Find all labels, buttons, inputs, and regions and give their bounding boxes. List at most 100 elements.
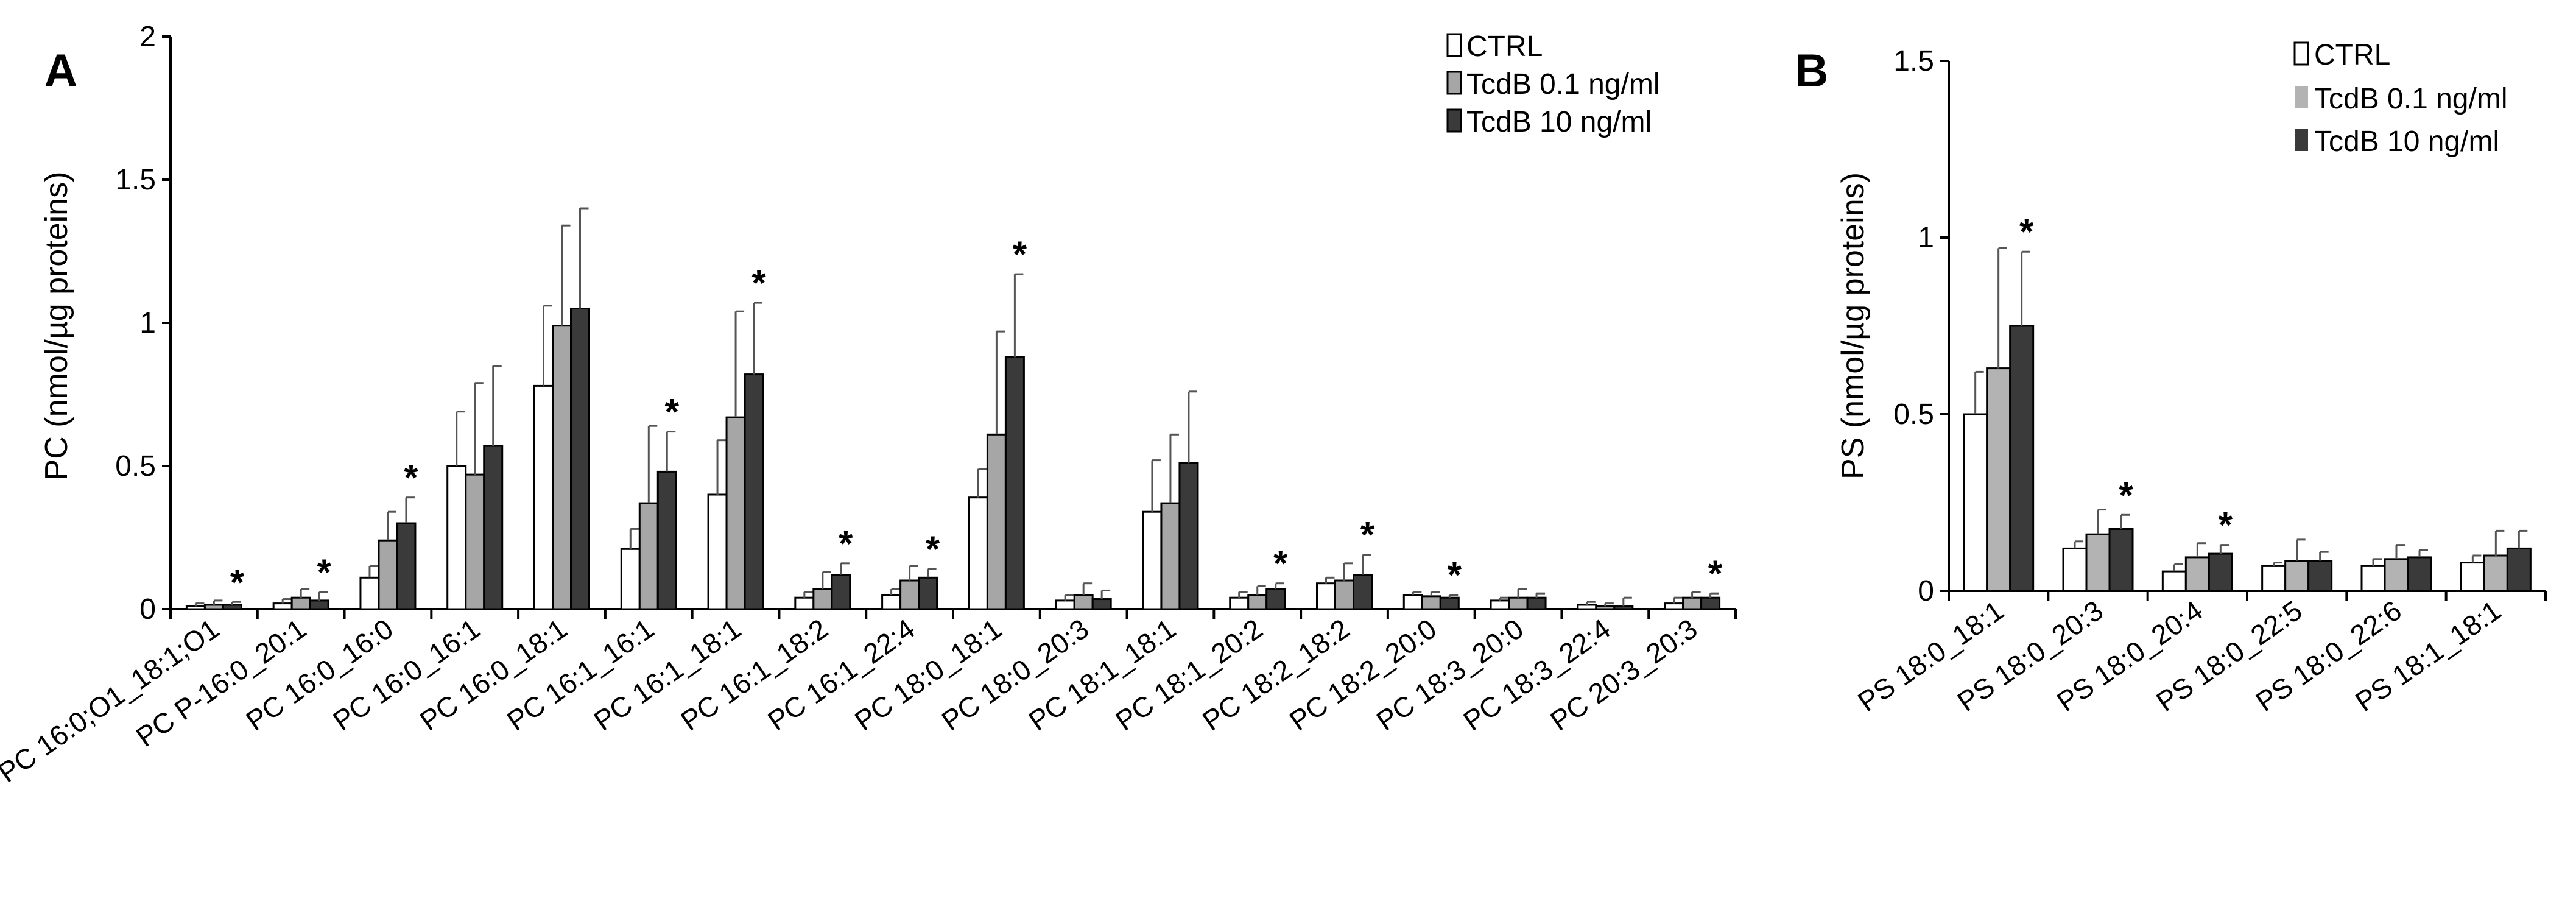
b-bar-ctrl	[2161, 570, 2187, 592]
a-category-label: PC 18:3_20:0	[1371, 613, 1529, 737]
b-bar-tcdb-low	[1986, 367, 2011, 592]
b-y-tick-label: 0	[1918, 575, 1934, 607]
legend-label-tcdb-low: TcdB 0.1 ng/ml	[1466, 68, 1659, 101]
a-bar-ctrl	[1402, 594, 1423, 610]
a-bar-tcdb-low	[812, 588, 833, 610]
b-y-tick-label: 1.5	[1893, 45, 1934, 77]
a-bar-tcdb-high	[396, 522, 417, 610]
a-bar-ctrl	[968, 496, 988, 610]
a-significance-star: *	[1360, 515, 1375, 556]
a-category-label: PC 16:1_22:4	[762, 613, 920, 737]
a-bar-tcdb-high	[1265, 588, 1286, 610]
b-y-tick-label: 1	[1918, 222, 1934, 254]
a-bar-tcdb-high	[831, 574, 851, 610]
a-category-label: PC 18:0_18:1	[849, 613, 1007, 737]
a-category-label: PC 16:1_16:1	[501, 613, 660, 737]
a-category-label: PC 18:2_18:2	[1197, 613, 1355, 737]
legend-swatch-ctrl	[2293, 41, 2309, 66]
b-y-tick-label: 0.5	[1893, 398, 1934, 431]
a-bar-tcdb-high	[1353, 574, 1373, 610]
a-y-tick-label: 1.5	[115, 164, 156, 196]
a-bar-tcdb-high	[1700, 596, 1721, 610]
a-significance-star: *	[230, 562, 245, 602]
legend-swatch-ctrl	[1446, 33, 1462, 57]
a-significance-star: *	[665, 392, 680, 432]
a-bar-tcdb-high	[483, 445, 504, 610]
b-bar-tcdb-low	[2384, 558, 2409, 592]
panel-b-letter: B	[1795, 45, 1829, 97]
a-bar-tcdb-low	[1421, 595, 1441, 610]
legend-swatch-tcdb-high	[1446, 108, 1462, 133]
a-bar-ctrl	[1316, 582, 1336, 610]
a-category-label: PC 16:0_16:0	[240, 613, 398, 737]
panel-b-y-axis-label: PS (nmol/µg proteins)	[1835, 172, 1871, 479]
b-bar-tcdb-high	[2208, 552, 2233, 592]
b-bar-tcdb-high	[2307, 560, 2333, 592]
panel-a-y-axis-label: PC (nmol/µg proteins)	[39, 172, 74, 481]
b-significance-star: *	[2219, 505, 2233, 546]
a-category-label: PC 16:0_16:1	[327, 613, 485, 737]
b-bar-tcdb-low	[2085, 533, 2111, 592]
a-bar-ctrl	[1577, 604, 1597, 610]
a-bar-tcdb-low	[638, 502, 659, 610]
legend-label-ctrl: CTRL	[1466, 30, 1543, 63]
panel-a-letter: A	[44, 45, 78, 97]
a-y-tick-label: 2	[139, 21, 156, 53]
a-bar-tcdb-low	[290, 596, 311, 610]
b-significance-star: *	[2119, 475, 2133, 515]
a-bar-ctrl	[359, 576, 380, 610]
a-category-label: PC 16:1_18:2	[675, 613, 833, 737]
a-significance-star: *	[751, 263, 766, 303]
a-bar-tcdb-low	[1247, 594, 1268, 610]
a-category-label: PC 20:3_20:3	[1544, 613, 1703, 737]
a-bar-tcdb-high	[1439, 596, 1460, 610]
legend-label-tcdb-high: TcdB 10 ng/ml	[1466, 106, 1652, 138]
a-bar-tcdb-high	[1004, 356, 1025, 610]
a-category-label: PC 18:0_20:3	[936, 613, 1094, 737]
panel-a-chart: A PC (nmol/µg proteins) 0 0.5 1 1.5 2 PC 16:0…	[0, 21, 1737, 789]
a-category-label: PC 18:1_18:1	[1022, 613, 1181, 737]
a-significance-star: *	[926, 529, 940, 570]
a-significance-star: *	[404, 457, 418, 498]
a-bar-tcdb-high	[744, 373, 764, 610]
a-bar-tcdb-high	[918, 576, 938, 610]
a-significance-star: *	[839, 523, 853, 564]
a-bar-tcdb-high	[1178, 462, 1199, 610]
a-bar-ctrl	[1229, 596, 1250, 610]
a-bar-ctrl	[881, 594, 902, 610]
a-bar-tcdb-low	[725, 416, 746, 610]
b-bar-tcdb-low	[2184, 556, 2210, 592]
b-bar-tcdb-low	[2284, 560, 2310, 592]
b-bar-tcdb-low	[2483, 554, 2508, 592]
a-bar-tcdb-low	[1160, 502, 1181, 610]
legend-label-ctrl: CTRL	[2314, 39, 2390, 71]
a-bar-tcdb-high	[1526, 596, 1547, 610]
b-bar-ctrl	[2460, 562, 2485, 592]
a-bar-tcdb-high	[309, 599, 329, 610]
legend-label-tcdb-low: TcdB 0.1 ng/ml	[2314, 83, 2507, 115]
panel-b-bars: * * *	[1963, 211, 2532, 592]
a-category-label: PC 18:2_20:0	[1284, 613, 1442, 737]
a-bar-tcdb-high	[1613, 605, 1634, 610]
a-bar-tcdb-low	[1508, 596, 1529, 610]
a-bar-tcdb-low	[203, 604, 224, 610]
a-bar-tcdb-low	[1334, 579, 1354, 610]
a-category-label: PC 18:3_22:4	[1457, 613, 1616, 737]
a-bar-tcdb-low	[1682, 596, 1703, 610]
b-bar-ctrl	[2360, 565, 2386, 592]
a-category-label: PC 16:0_18:1	[414, 613, 572, 737]
a-bar-tcdb-low	[1595, 605, 1616, 610]
legend-swatch-tcdb-high	[2295, 129, 2308, 151]
a-significance-star: *	[1448, 555, 1462, 596]
a-bar-ctrl	[620, 548, 641, 610]
b-bar-tcdb-high	[2009, 325, 2035, 592]
b-significance-star: *	[2019, 211, 2034, 252]
a-bar-tcdb-low	[552, 325, 572, 610]
a-category-label: PC 16:1_18:1	[588, 613, 747, 737]
a-bar-ctrl	[272, 602, 293, 610]
a-bar-ctrl	[1490, 599, 1510, 610]
a-bar-ctrl	[1664, 602, 1684, 610]
panel-a-legend: CTRL TcdB 0.1 ng/ml TcdB 10 ng/ml	[1446, 30, 1659, 138]
